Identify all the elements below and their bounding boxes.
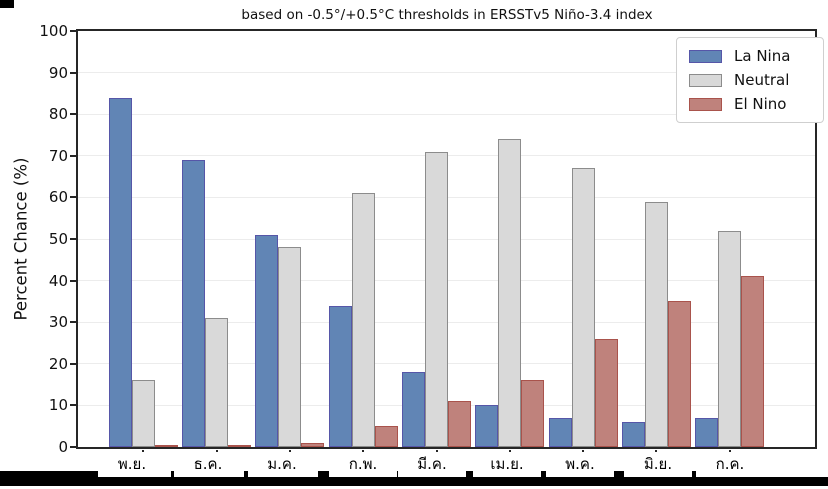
- bar-la-nina: [108, 98, 132, 447]
- bar-neutral: [425, 152, 448, 447]
- y-tick-label: 10: [48, 396, 68, 415]
- bar-la-nina: [548, 418, 572, 447]
- bar-la-nina: [328, 306, 352, 447]
- bar-neutral: [351, 193, 375, 447]
- bar-la-nina: [255, 235, 279, 447]
- legend-item: El Nino: [677, 92, 823, 116]
- gridline: [78, 113, 815, 115]
- y-tick-label: 60: [48, 188, 68, 207]
- bar-el-nino: [374, 426, 398, 447]
- y-tick-mark: [70, 321, 76, 324]
- bottom-black-strip: [0, 477, 828, 486]
- bar-el-nino: [228, 445, 252, 447]
- bar-neutral: [498, 139, 522, 447]
- y-tick-mark: [70, 113, 76, 116]
- y-tick-mark: [70, 71, 76, 74]
- y-tick-label: 20: [48, 354, 68, 373]
- bar-la-nina: [475, 405, 499, 447]
- chart-title: based on -0.5°/+0.5°C thresholds in ERSS…: [241, 7, 653, 23]
- x-axis-label: พ.ค.: [546, 452, 614, 477]
- bar-neutral: [644, 202, 668, 447]
- bar-el-nino: [301, 443, 325, 447]
- y-tick-label: 70: [48, 146, 68, 165]
- bar-neutral: [131, 380, 155, 447]
- corner-artifact-mark: [0, 0, 14, 8]
- y-tick-label: 30: [48, 313, 68, 332]
- y-tick-mark: [70, 154, 76, 157]
- y-tick-mark: [70, 196, 76, 199]
- y-tick-mark: [70, 238, 76, 240]
- y-tick-label: 40: [48, 271, 68, 290]
- legend: La Nina Neutral El Nino: [676, 37, 824, 123]
- legend-swatch-el-nino: [689, 97, 722, 111]
- y-tick-mark: [70, 30, 76, 32]
- y-axis-title: Percent Chance (%): [11, 157, 31, 321]
- y-tick-mark: [70, 279, 76, 282]
- legend-item: La Nina: [677, 44, 823, 68]
- bar-el-nino: [448, 401, 471, 447]
- gridline: [78, 72, 815, 74]
- bar-neutral: [571, 168, 595, 447]
- x-axis-label: ธ.ค.: [174, 452, 242, 477]
- bottom-black-left-segment: [0, 471, 113, 485]
- bar-la-nina: [621, 422, 645, 447]
- bar-neutral: [205, 318, 229, 447]
- legend-label: Neutral: [734, 71, 790, 89]
- legend-swatch-neutral: [689, 73, 722, 87]
- x-axis-label: มี.ค.: [398, 452, 466, 477]
- x-axis-label: ก.พ.: [329, 452, 397, 477]
- bar-el-nino: [741, 276, 765, 447]
- legend-label: La Nina: [734, 47, 791, 65]
- bar-el-nino: [594, 339, 618, 447]
- bar-neutral: [718, 231, 742, 447]
- x-axis-label: มิ.ย.: [624, 452, 692, 477]
- bar-la-nina: [182, 160, 206, 447]
- y-tick-label: 50: [48, 230, 68, 248]
- y-tick-label: 100: [39, 22, 68, 40]
- legend-item: Neutral: [677, 68, 823, 92]
- x-axis-label: ม.ค.: [248, 452, 316, 477]
- y-tick-label: 80: [48, 105, 68, 124]
- x-axis-label: ก.ค.: [696, 452, 764, 477]
- legend-swatch-la-nina: [689, 49, 722, 63]
- x-axis-label: เม.ย.: [473, 452, 541, 477]
- bar-la-nina: [695, 418, 719, 447]
- y-tick-label: 0: [58, 438, 68, 456]
- legend-label: El Nino: [734, 95, 787, 113]
- y-tick-mark: [70, 446, 76, 448]
- bar-el-nino: [521, 380, 545, 447]
- y-tick-label: 90: [48, 63, 68, 82]
- y-tick-mark: [70, 404, 76, 407]
- bar-la-nina: [402, 372, 425, 447]
- bar-neutral: [278, 247, 302, 447]
- bar-el-nino: [154, 445, 178, 447]
- bar-el-nino: [667, 301, 691, 447]
- y-tick-mark: [70, 362, 76, 365]
- x-axis-label: พ.ย.: [98, 452, 166, 477]
